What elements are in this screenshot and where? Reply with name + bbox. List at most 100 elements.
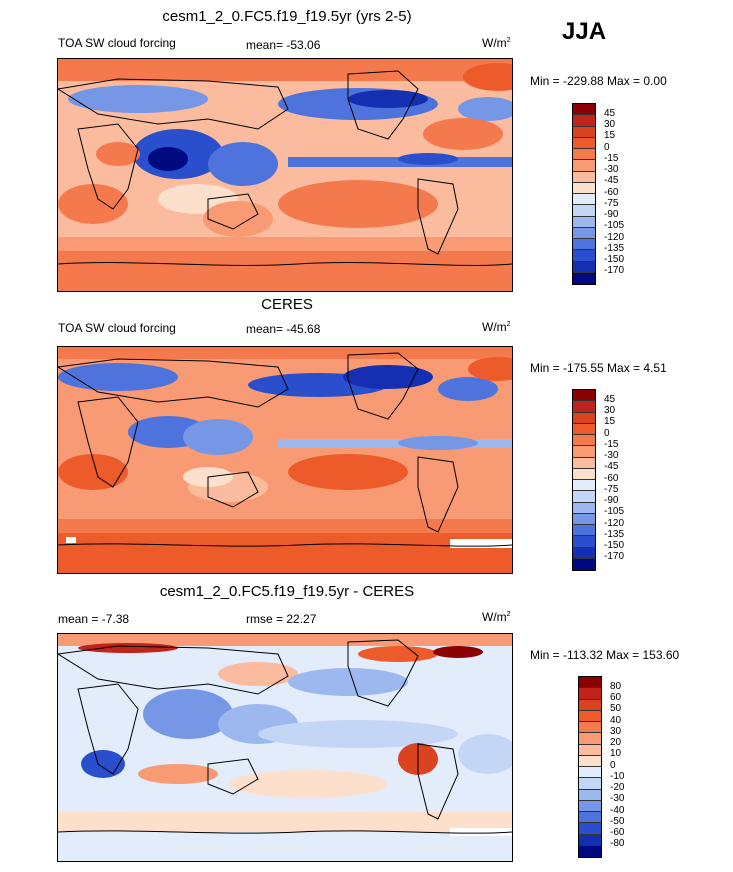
panel-model-title: cesm1_2_0.FC5.f19_f19.5yr (yrs 2-5) — [162, 8, 412, 25]
panel-obs-minmax: Min = -175.55 Max = 4.51 — [530, 361, 667, 375]
colorbar-tick: -105 — [604, 220, 625, 231]
colorbar-tick: 45 — [604, 108, 616, 119]
swatch — [573, 457, 595, 469]
colorbar-tick: -40 — [610, 805, 625, 816]
panel-model-units: W/m2 — [482, 36, 511, 50]
colorbar-tick: 50 — [610, 703, 622, 714]
colorbar-tick: -120 — [604, 518, 625, 529]
colorbar-model — [572, 103, 596, 285]
colorbar-tick: -75 — [604, 198, 619, 209]
swatch — [573, 412, 595, 424]
swatch — [573, 227, 595, 239]
swatch — [579, 789, 601, 801]
colorbar-tick: -170 — [604, 551, 625, 562]
colorbar-tick: -15 — [604, 153, 619, 164]
colorbar-tick: 30 — [610, 726, 622, 737]
swatch — [573, 182, 595, 194]
colorbar-tick: -30 — [604, 450, 619, 461]
swatch — [573, 502, 595, 514]
swatch — [573, 547, 595, 559]
colorbar-tick: -80 — [610, 838, 625, 849]
panel-model-left-label: TOA SW cloud forcing — [58, 36, 176, 50]
colorbar-tick: 15 — [604, 416, 616, 427]
swatch — [579, 755, 601, 767]
swatch — [573, 401, 595, 413]
colorbar-tick: -30 — [610, 793, 625, 804]
panel-diff-rmse: rmse = 22.27 — [246, 612, 317, 626]
swatch — [573, 525, 595, 537]
swatch — [579, 722, 601, 734]
colorbar-tick: -30 — [604, 164, 619, 175]
colorbar-tick: -45 — [604, 461, 619, 472]
swatch — [579, 800, 601, 812]
swatch — [573, 558, 595, 570]
colorbar-tick: 40 — [610, 715, 622, 726]
panel-obs-mean: mean= -45.68 — [246, 322, 321, 336]
swatch — [579, 744, 601, 756]
panel-model-minmax: Min = -229.88 Max = 0.00 — [530, 74, 667, 88]
swatch — [573, 160, 595, 172]
colorbar-tick: 30 — [604, 119, 616, 130]
swatch — [579, 812, 601, 824]
colorbar-tick: -50 — [610, 816, 625, 827]
colorbar-tick: -10 — [610, 771, 625, 782]
colorbar-tick: 10 — [610, 748, 622, 759]
colorbar-tick: -90 — [604, 495, 619, 506]
swatch — [579, 778, 601, 790]
swatch — [573, 261, 595, 273]
swatch — [573, 390, 595, 402]
colorbar-tick: -135 — [604, 243, 625, 254]
colorbar-tick: -45 — [604, 175, 619, 186]
swatch — [579, 845, 601, 857]
swatch — [573, 137, 595, 149]
colorbar-obs — [572, 389, 596, 571]
colorbar-tick: -15 — [604, 439, 619, 450]
swatch — [573, 446, 595, 458]
panel-diff-title: cesm1_2_0.FC5.f19_f19.5yr - CERES — [159, 583, 415, 600]
colorbar-tick: -105 — [604, 506, 625, 517]
map-obs — [57, 346, 513, 574]
swatch — [573, 216, 595, 228]
colorbar-tick: 0 — [604, 428, 610, 439]
panel-diff-minmax: Min = -113.32 Max = 153.60 — [530, 648, 680, 662]
swatch — [573, 194, 595, 206]
swatch — [573, 272, 595, 284]
colorbar-tick: 80 — [610, 681, 622, 692]
season-label: JJA — [562, 18, 607, 45]
swatch — [573, 250, 595, 262]
swatch — [573, 126, 595, 138]
colorbar-tick: -60 — [604, 187, 619, 198]
swatch — [579, 733, 601, 745]
panel-obs-units: W/m2 — [482, 320, 511, 334]
colorbar-tick: 60 — [610, 692, 622, 703]
swatch — [573, 115, 595, 127]
panel-obs-title: CERES — [261, 296, 313, 313]
panel-diff-units: W/m2 — [482, 610, 511, 624]
colorbar-tick: 30 — [604, 405, 616, 416]
swatch — [579, 688, 601, 700]
colorbar-tick: 0 — [610, 760, 616, 771]
colorbar-tick: -60 — [604, 473, 619, 484]
colorbar-tick: -120 — [604, 232, 625, 243]
swatch — [579, 834, 601, 846]
colorbar-tick: -150 — [604, 254, 625, 265]
colorbar-tick: 0 — [604, 142, 610, 153]
swatch — [573, 435, 595, 447]
colorbar-tick: -60 — [610, 827, 625, 838]
colorbar-tick: 15 — [604, 130, 616, 141]
colorbar-tick: 45 — [604, 394, 616, 405]
swatch — [573, 536, 595, 548]
panel-diff-mean: mean = -7.38 — [58, 612, 130, 626]
colorbar-tick: -20 — [610, 782, 625, 793]
swatch — [573, 480, 595, 492]
colorbar-tick: -90 — [604, 209, 619, 220]
colorbar-tick: -170 — [604, 265, 625, 276]
colorbar-diff — [578, 676, 602, 858]
panel-obs-left-label: TOA SW cloud forcing — [58, 321, 176, 335]
swatch — [573, 513, 595, 525]
swatch — [573, 149, 595, 161]
colorbar-tick: -75 — [604, 484, 619, 495]
swatch — [579, 710, 601, 722]
swatch — [573, 468, 595, 480]
swatch — [579, 699, 601, 711]
